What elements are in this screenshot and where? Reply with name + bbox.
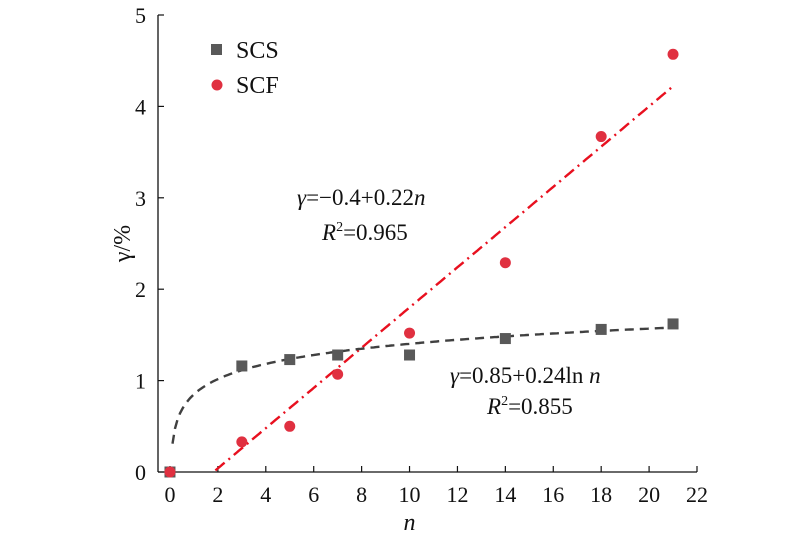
- y-tick-label: 0: [135, 460, 146, 485]
- point-scf: [284, 420, 296, 432]
- point-scs: [667, 318, 679, 330]
- point-scf: [499, 257, 511, 269]
- x-tick-label: 0: [164, 482, 175, 507]
- legend-label-scs: SCS: [236, 38, 279, 64]
- point-scf: [595, 131, 607, 143]
- x-tick-label: 16: [542, 482, 564, 507]
- x-tick-label: 4: [260, 482, 271, 507]
- y-tick-label: 2: [135, 277, 146, 302]
- point-scf: [404, 327, 416, 339]
- legend-marker-scf: [211, 79, 223, 91]
- x-axis-label: n: [404, 510, 416, 536]
- x-tick-label: 22: [686, 482, 708, 507]
- fit-lines: [171, 85, 674, 472]
- point-scf: [236, 436, 248, 448]
- x-tick-label: 10: [399, 482, 421, 507]
- scf-fit-r2: R2=0.965: [321, 220, 408, 245]
- point-scf: [667, 48, 679, 60]
- x-tick-label: 20: [638, 482, 660, 507]
- legend: SCS SCF: [211, 38, 279, 99]
- y-tick-label: 5: [135, 3, 146, 28]
- x-tick-label: 6: [308, 482, 319, 507]
- y-axis-label: γ/%: [110, 225, 136, 263]
- fit-line-scs: [171, 326, 674, 444]
- legend-label-scf: SCF: [236, 73, 279, 99]
- x-tick-label: 14: [494, 482, 516, 507]
- y-tick-label: 4: [135, 94, 146, 119]
- point-scs: [332, 349, 344, 361]
- x-tick-label: 12: [446, 482, 468, 507]
- y-tick-label: 1: [135, 369, 146, 394]
- data-points: [164, 48, 679, 478]
- fit-line-scf: [214, 85, 674, 472]
- point-scs: [404, 349, 416, 361]
- x-tick-label: 8: [356, 482, 367, 507]
- legend-marker-scs: [211, 44, 222, 55]
- point-scs: [499, 333, 511, 345]
- point-scs: [595, 323, 607, 335]
- scs-fit-equation: γ=0.85+0.24ln n: [450, 363, 601, 388]
- y-tick-label: 3: [135, 186, 146, 211]
- scs-fit-r2: R2=0.855: [486, 394, 573, 419]
- point-scf: [332, 368, 344, 380]
- scf-fit-equation: γ=−0.4+0.22n: [297, 185, 426, 210]
- annotations: γ=−0.4+0.22n R2=0.965 γ=0.85+0.24ln n R2…: [297, 185, 601, 419]
- x-tick-label: 18: [590, 482, 612, 507]
- x-tick-label: 2: [212, 482, 223, 507]
- point-scf: [164, 466, 176, 478]
- point-scs: [236, 360, 248, 372]
- point-scs: [284, 354, 296, 366]
